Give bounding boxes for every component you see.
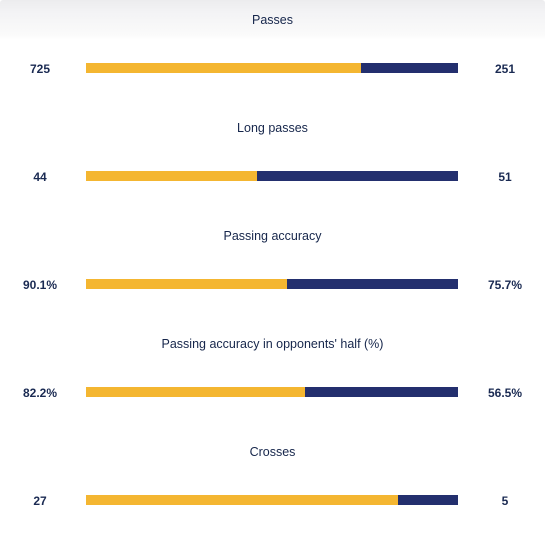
home-bar-fill: [86, 63, 362, 73]
home-bar-fill: [86, 171, 258, 181]
stat-row-crosses: Crosses 27 5: [0, 432, 545, 540]
stat-row-passing-accuracy: Passing accuracy 90.1% 75.7%: [0, 216, 545, 324]
stat-row-passing-accuracy-opponents-half: Passing accuracy in opponents' half (%) …: [0, 324, 545, 432]
comparison-bar: [86, 387, 458, 397]
home-bar-fill: [86, 495, 399, 505]
home-value: 725: [29, 62, 51, 76]
away-value: 251: [494, 62, 516, 76]
home-value: 90.1%: [22, 278, 58, 292]
away-value: 5: [501, 494, 509, 508]
away-value: 75.7%: [487, 278, 523, 292]
home-value: 27: [33, 494, 47, 508]
away-value: 51: [498, 170, 512, 184]
away-value: 56.5%: [487, 386, 523, 400]
comparison-bar: [86, 279, 458, 289]
stat-title: Passes: [0, 0, 545, 40]
stat-title: Crosses: [249, 445, 296, 459]
home-value: 82.2%: [22, 386, 58, 400]
stat-title: Long passes: [237, 121, 308, 135]
stat-row-long-passes: Long passes 44 51: [0, 108, 545, 216]
stat-row-passes: Passes 725 251: [0, 0, 545, 108]
comparison-bar: [86, 495, 458, 505]
home-bar-fill: [86, 279, 287, 289]
comparison-bar: [86, 171, 458, 181]
home-bar-fill: [86, 387, 306, 397]
stat-title: Passing accuracy in opponents' half (%): [161, 337, 384, 351]
home-value: 44: [33, 170, 47, 184]
comparison-bar: [86, 63, 458, 73]
stat-title: Passing accuracy: [223, 229, 322, 243]
